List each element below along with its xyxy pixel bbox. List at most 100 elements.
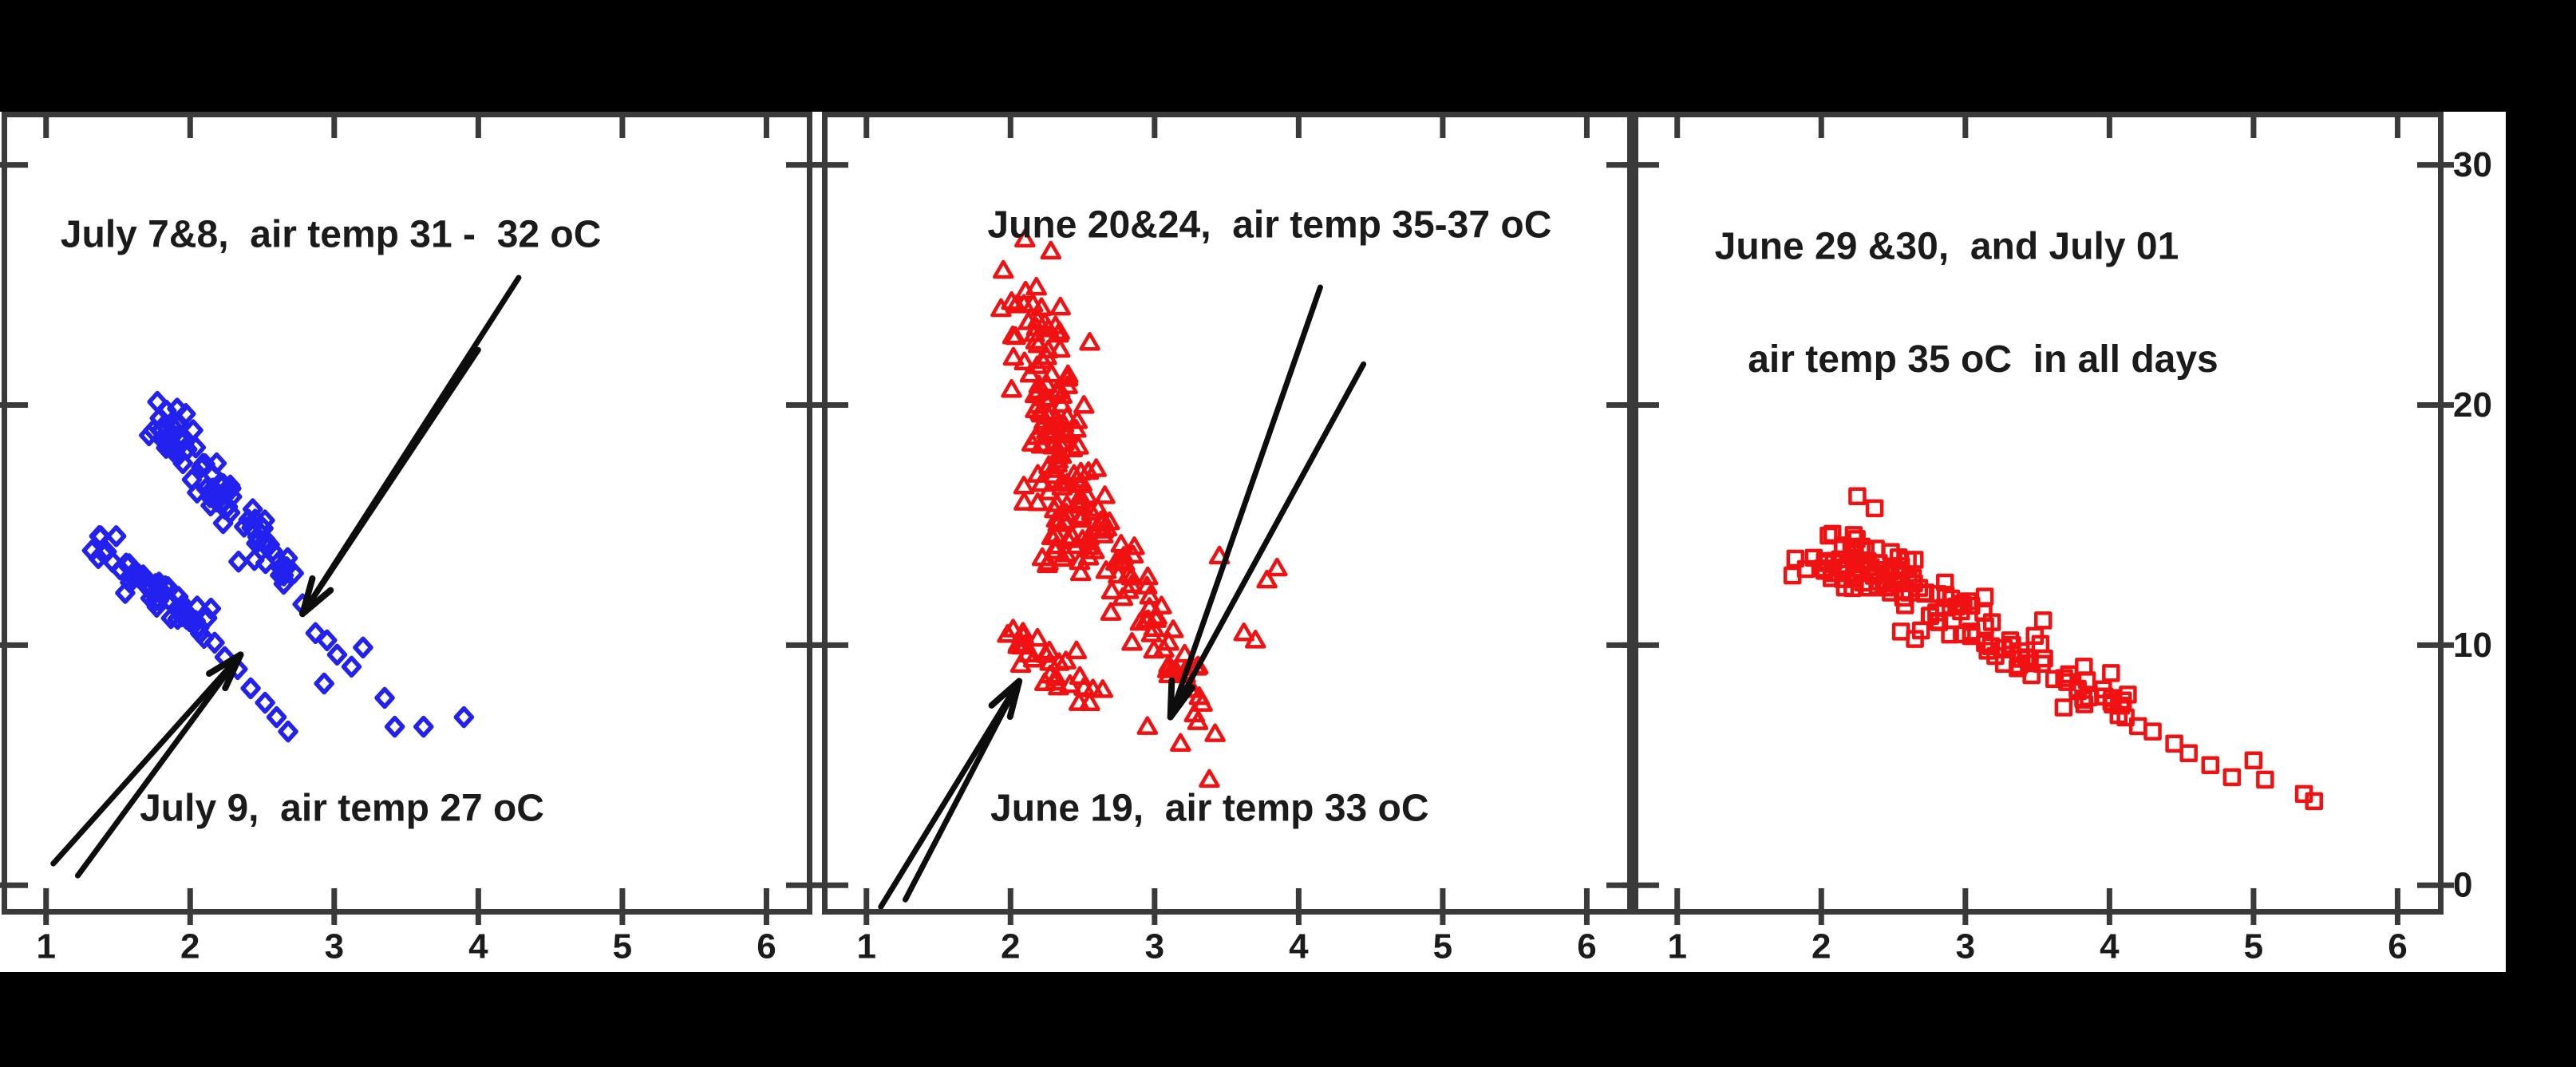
annotation-arrow-head	[1006, 678, 1023, 721]
scatter-point-triangle	[1069, 562, 1092, 582]
scatter-point-square	[1865, 499, 1884, 518]
scatter-point-diamond	[160, 607, 182, 630]
scatter-point-square	[1833, 560, 1852, 579]
scatter-point-triangle	[1001, 290, 1022, 310]
scatter-point-triangle	[1045, 540, 1066, 559]
scatter-point-square	[1813, 559, 1831, 578]
scatter-point-square	[2305, 792, 2323, 811]
scatter-point-triangle	[1022, 648, 1045, 668]
scatter-point-triangle	[1025, 317, 1048, 337]
scatter-point-square	[2102, 664, 2120, 682]
annotation-arrow-line	[902, 678, 1022, 903]
scatter-point-diamond	[81, 539, 103, 562]
scatter-point-square	[2003, 635, 2021, 654]
scatter-point-triangle	[1030, 297, 1053, 316]
scatter-point-square	[2201, 756, 2219, 775]
scatter-point-triangle	[1057, 529, 1079, 548]
scatter-point-triangle	[1143, 639, 1165, 659]
top-black-bar	[0, 0, 2576, 112]
y-tick-label: 20	[2453, 385, 2492, 425]
scatter-point-triangle	[1136, 566, 1159, 586]
scatter-point-triangle	[1256, 569, 1278, 589]
scatter-point-triangle	[1124, 536, 1145, 555]
x-tick-label: 5	[1433, 927, 1452, 966]
x-tick-label: 6	[1577, 927, 1596, 966]
scatter-point-triangle	[1136, 716, 1159, 735]
scatter-point-triangle	[1174, 643, 1195, 663]
x-tick-label: 3	[325, 927, 344, 966]
x-tick-label: 3	[1956, 927, 1975, 966]
scatter-point-square	[1844, 526, 1863, 544]
scatter-point-triangle	[1065, 640, 1088, 660]
scatter-point-diamond	[121, 565, 143, 587]
scatter-point-triangle	[1187, 711, 1209, 730]
scatter-point-square	[2244, 751, 2263, 770]
scatter-point-diamond	[187, 481, 207, 504]
scatter-point-square	[1783, 566, 1802, 585]
annotation-arrow-line	[299, 346, 481, 617]
scatter-point-square	[1882, 562, 1900, 581]
scatter-point-square	[1954, 596, 1973, 615]
scatter-point-square	[1975, 587, 1994, 606]
scatter-point-triangle	[1079, 331, 1100, 351]
scatter-point-square	[1981, 637, 2001, 655]
x-tick-label: 3	[1145, 927, 1164, 966]
annotation-arrow-line	[878, 678, 1022, 909]
scatter-point-square	[2068, 679, 2087, 698]
scatter-point-triangle	[1208, 545, 1231, 565]
scatter-point-diamond	[314, 672, 334, 695]
scatter-point-diamond	[248, 529, 269, 552]
scatter-point-square	[1898, 551, 1917, 569]
annotation-arrow-line	[1167, 284, 1323, 721]
annotation-text: July 7&8, air temp 31 - 32 oC	[61, 213, 602, 255]
annotation-arrow-head	[299, 587, 334, 618]
scatter-point-square	[1929, 585, 1947, 603]
plot-panel	[2, 112, 812, 915]
scatter-point-square	[1903, 568, 1922, 587]
bottom-black-bar	[0, 972, 2576, 1067]
annotation-arrow-line	[74, 651, 243, 879]
scatter-point-diamond	[326, 643, 348, 666]
scatter-point-triangle	[1135, 610, 1157, 630]
scatter-point-triangle	[1013, 492, 1035, 511]
scatter-point-diamond	[278, 720, 298, 743]
scatter-point-triangle	[1049, 338, 1071, 358]
scatter-point-triangle	[1025, 276, 1047, 296]
scatter-point-diamond	[155, 575, 176, 598]
scatter-point-triangle	[1096, 517, 1118, 537]
scatter-point-square	[2112, 697, 2131, 715]
scatter-point-square	[1848, 487, 1867, 506]
x-tick-label: 5	[613, 927, 632, 966]
annotation-arrow-head	[1167, 684, 1195, 721]
y-tick-label: 30	[2453, 145, 2492, 184]
x-tick-label: 2	[180, 927, 200, 966]
annotation-text: air temp 35 oC in all days	[1748, 338, 2218, 381]
scatter-point-triangle	[1051, 476, 1073, 496]
scatter-point-square	[2074, 690, 2093, 709]
scatter-point-square	[1974, 603, 1993, 622]
scatter-point-triangle	[1013, 476, 1035, 495]
scatter-point-triangle	[1065, 418, 1087, 438]
scatter-point-square	[1900, 583, 1918, 602]
annotation-arrow-line	[1167, 361, 1367, 721]
annotation-text: June 29 &30, and July 01	[1715, 225, 2179, 267]
scatter-point-triangle	[1121, 632, 1143, 651]
scatter-point-diamond	[228, 551, 249, 573]
scatter-point-diamond	[212, 512, 234, 535]
scatter-point-square	[1927, 603, 1946, 622]
scatter-point-triangle	[1013, 351, 1035, 370]
scatter-point-diamond	[151, 418, 172, 441]
scatter-point-triangle	[1038, 455, 1060, 475]
annotation-text: June 19, air temp 33 oC	[990, 787, 1429, 829]
scatter-point-square	[1978, 642, 1997, 660]
scatter-point-diamond	[413, 715, 434, 738]
x-tick-label: 4	[2100, 927, 2120, 966]
scatter-point-triangle	[1039, 664, 1061, 684]
scatter-point-diamond	[171, 425, 192, 448]
scatter-point-triangle	[1026, 627, 1049, 647]
scatter-point-square	[2294, 784, 2313, 804]
scatter-point-triangle	[1100, 580, 1123, 600]
scatter-point-triangle	[1049, 321, 1070, 340]
scatter-point-triangle	[1140, 623, 1163, 642]
scatter-point-square	[1952, 602, 1970, 621]
